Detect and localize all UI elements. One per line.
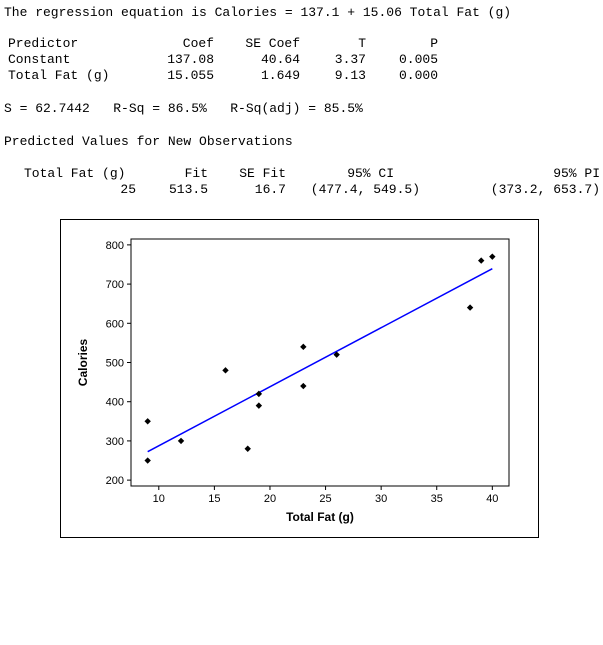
x-tick-label: 25 xyxy=(319,493,331,505)
data-point xyxy=(333,351,340,358)
data-point xyxy=(300,382,307,390)
coef-row-constant-coef: 137.08 xyxy=(167,52,214,67)
pred-row-fat: 25 xyxy=(120,182,136,197)
data-point xyxy=(144,457,151,464)
plot-area xyxy=(130,238,510,487)
pred-header-ci: 95% CI xyxy=(347,166,394,181)
coef-header-t: T xyxy=(358,36,366,51)
data-point xyxy=(489,253,496,260)
pred-row-ci: (477.4, 549.5) xyxy=(310,182,420,197)
pred-row-pi: (373.2, 653.7) xyxy=(490,182,600,197)
predicted-title: Predicted Values for New Observations xyxy=(4,134,293,149)
y-tick-label: 500 xyxy=(106,358,124,370)
data-point xyxy=(222,367,229,374)
coef-row-fat-p: 0.000 xyxy=(398,68,438,83)
predicted-table: Total Fat (g) Fit SE Fit 95% CI 95% PI 2… xyxy=(0,166,603,630)
y-tick-label: 200 xyxy=(106,475,124,487)
pred-header-se-fit: SE Fit xyxy=(239,166,286,181)
coef-row-constant-t: 3.37 xyxy=(334,52,366,67)
y-axis-title: Calories xyxy=(76,338,90,386)
x-tick-label: 15 xyxy=(208,493,220,505)
data-point xyxy=(177,437,185,445)
coef-table: Predictor Coef SE Coef T P Constant 137.… xyxy=(0,36,603,345)
coef-header-p: P xyxy=(430,36,438,51)
regression-equation: The regression equation is Calories = 13… xyxy=(4,5,512,20)
regression-fit-line xyxy=(147,268,493,453)
pred-row-fit: 513.5 xyxy=(168,182,208,197)
y-tick-label: 700 xyxy=(106,279,124,291)
y-tick-label: 600 xyxy=(106,318,124,330)
x-axis-title: Total Fat (g) xyxy=(286,510,354,524)
scatterplot-frame: 10 15 20 25 30 35 40 200 300 400 500 600 700 800 Tota… xyxy=(60,219,539,538)
x-tick-label: 30 xyxy=(375,493,387,505)
y-tick-label: 300 xyxy=(106,436,124,448)
coef-row-fat-coef: 15.055 xyxy=(167,68,214,83)
pred-header-fit: Fit xyxy=(184,166,208,181)
coef-row-constant-se: 40.64 xyxy=(260,52,300,67)
coef-row-constant-name: Constant xyxy=(8,52,71,67)
data-point xyxy=(244,445,251,452)
y-tick-label: 400 xyxy=(106,397,124,409)
coef-row-fat-name: Total Fat (g) xyxy=(8,68,110,83)
model-summary: S = 62.7442 R-Sq = 86.5% R-Sq(adj) = 85.… xyxy=(4,101,363,116)
coef-header-predictor: Predictor xyxy=(8,36,79,51)
x-tick-label: 35 xyxy=(431,493,443,505)
coef-row-constant-p: 0.005 xyxy=(398,52,438,67)
pred-header-fat: Total Fat (g) xyxy=(24,166,126,181)
data-point xyxy=(144,418,151,425)
axis-ticks: 10 15 20 25 30 35 40 200 300 400 500 600 700 800 xyxy=(106,240,499,505)
pred-row-se-fit: 16.7 xyxy=(254,182,286,197)
pred-header-pi: 95% PI xyxy=(553,166,600,181)
data-point xyxy=(300,343,307,351)
x-tick-label: 20 xyxy=(264,493,276,505)
coef-header-coef: Coef xyxy=(182,36,214,51)
x-tick-label: 40 xyxy=(486,493,498,505)
data-point xyxy=(466,304,474,311)
coef-row-fat-t: 9.13 xyxy=(334,68,366,83)
data-point xyxy=(478,257,485,264)
coef-header-se-coef: SE Coef xyxy=(245,36,300,51)
y-tick-label: 800 xyxy=(106,240,124,252)
x-tick-label: 10 xyxy=(153,493,165,505)
scatterplot: 10 15 20 25 30 35 40 200 300 400 500 600 700 800 Tota… xyxy=(76,238,510,524)
coef-row-fat-se: 1.649 xyxy=(260,68,300,83)
